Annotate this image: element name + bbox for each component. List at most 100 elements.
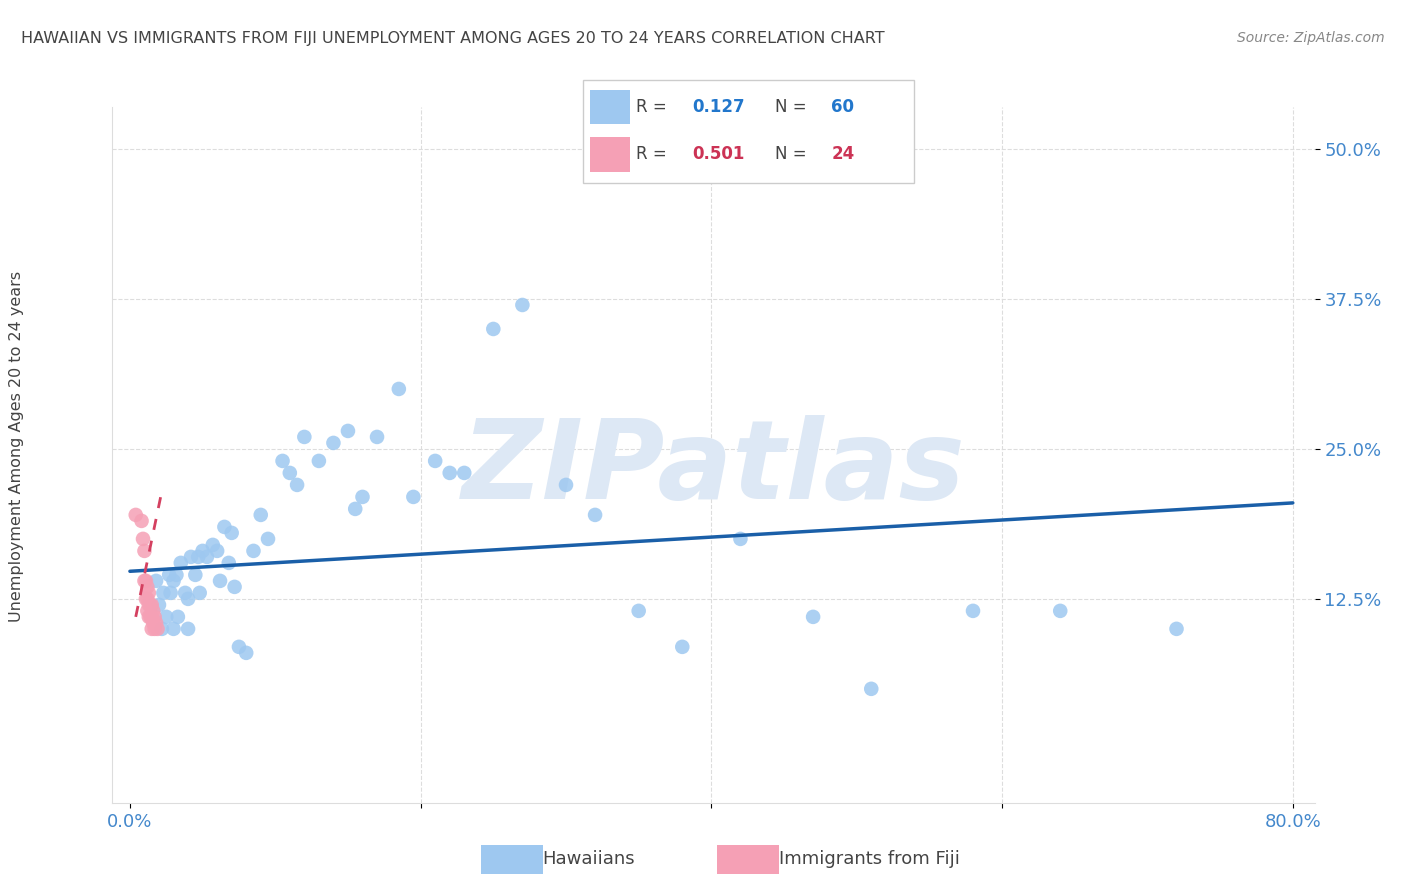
- Point: [142, 604, 165, 618]
- Point: [138, 610, 160, 624]
- Point: [143, 610, 166, 624]
- FancyBboxPatch shape: [591, 136, 630, 171]
- Point: [860, 681, 883, 696]
- Point: [308, 454, 330, 468]
- FancyBboxPatch shape: [591, 89, 630, 124]
- Point: [180, 549, 202, 564]
- Point: [205, 544, 228, 558]
- Point: [962, 604, 984, 618]
- Point: [228, 640, 250, 654]
- Text: Unemployment Among Ages 20 to 24 years: Unemployment Among Ages 20 to 24 years: [10, 270, 24, 622]
- Point: [235, 646, 257, 660]
- Point: [224, 580, 246, 594]
- Point: [453, 466, 475, 480]
- Point: [188, 586, 211, 600]
- FancyBboxPatch shape: [583, 80, 914, 183]
- Point: [134, 544, 156, 558]
- Point: [138, 598, 160, 612]
- Point: [159, 586, 181, 600]
- Point: [336, 424, 359, 438]
- Point: [141, 622, 163, 636]
- Point: [191, 544, 214, 558]
- Point: [1049, 604, 1071, 618]
- Point: [174, 586, 197, 600]
- Point: [187, 549, 209, 564]
- Point: [214, 520, 236, 534]
- Point: [165, 567, 187, 582]
- Point: [135, 591, 157, 606]
- Text: R =: R =: [637, 98, 672, 116]
- Point: [145, 574, 167, 588]
- Point: [344, 502, 367, 516]
- Text: N =: N =: [775, 98, 813, 116]
- Point: [555, 478, 578, 492]
- FancyBboxPatch shape: [481, 846, 543, 874]
- Point: [152, 586, 174, 600]
- Point: [136, 591, 159, 606]
- Text: Source: ZipAtlas.com: Source: ZipAtlas.com: [1237, 31, 1385, 45]
- Point: [730, 532, 752, 546]
- Point: [285, 478, 308, 492]
- Point: [583, 508, 606, 522]
- Point: [249, 508, 271, 522]
- Text: Immigrants from Fiji: Immigrants from Fiji: [779, 849, 960, 868]
- Point: [132, 532, 155, 546]
- Point: [136, 580, 159, 594]
- Point: [155, 610, 177, 624]
- Point: [177, 591, 200, 606]
- Point: [292, 430, 315, 444]
- Text: ZIPatlas: ZIPatlas: [461, 416, 966, 523]
- Point: [482, 322, 505, 336]
- Text: 0.501: 0.501: [693, 145, 745, 163]
- Point: [150, 622, 173, 636]
- Point: [146, 622, 169, 636]
- Point: [388, 382, 411, 396]
- Point: [201, 538, 224, 552]
- Point: [221, 525, 243, 540]
- Point: [1166, 622, 1188, 636]
- Point: [138, 586, 160, 600]
- Point: [177, 622, 200, 636]
- Point: [278, 466, 301, 480]
- Point: [322, 436, 344, 450]
- Point: [148, 598, 170, 612]
- Point: [402, 490, 425, 504]
- Point: [131, 514, 153, 528]
- Point: [141, 598, 163, 612]
- Point: [142, 615, 165, 630]
- Point: [170, 556, 193, 570]
- Point: [512, 298, 534, 312]
- FancyBboxPatch shape: [717, 846, 779, 874]
- Point: [195, 549, 218, 564]
- Point: [157, 567, 180, 582]
- Point: [162, 622, 184, 636]
- Point: [145, 615, 167, 630]
- Point: [218, 556, 240, 570]
- Point: [134, 574, 156, 588]
- Text: 0.127: 0.127: [693, 98, 745, 116]
- Point: [139, 598, 162, 612]
- Point: [271, 454, 294, 468]
- Point: [125, 508, 148, 522]
- Point: [439, 466, 461, 480]
- Point: [671, 640, 693, 654]
- Text: 60: 60: [831, 98, 855, 116]
- Point: [162, 574, 184, 588]
- Point: [143, 622, 166, 636]
- Point: [141, 610, 163, 624]
- Text: N =: N =: [775, 145, 813, 163]
- Point: [135, 574, 157, 588]
- Point: [136, 604, 159, 618]
- Point: [167, 610, 190, 624]
- Point: [366, 430, 388, 444]
- Point: [242, 544, 264, 558]
- Text: Hawaiians: Hawaiians: [543, 849, 636, 868]
- Point: [209, 574, 232, 588]
- Point: [184, 567, 207, 582]
- Text: HAWAIIAN VS IMMIGRANTS FROM FIJI UNEMPLOYMENT AMONG AGES 20 TO 24 YEARS CORRELAT: HAWAIIAN VS IMMIGRANTS FROM FIJI UNEMPLO…: [21, 31, 884, 46]
- Point: [352, 490, 374, 504]
- Point: [139, 610, 162, 624]
- Point: [257, 532, 280, 546]
- Text: R =: R =: [637, 145, 672, 163]
- Point: [627, 604, 650, 618]
